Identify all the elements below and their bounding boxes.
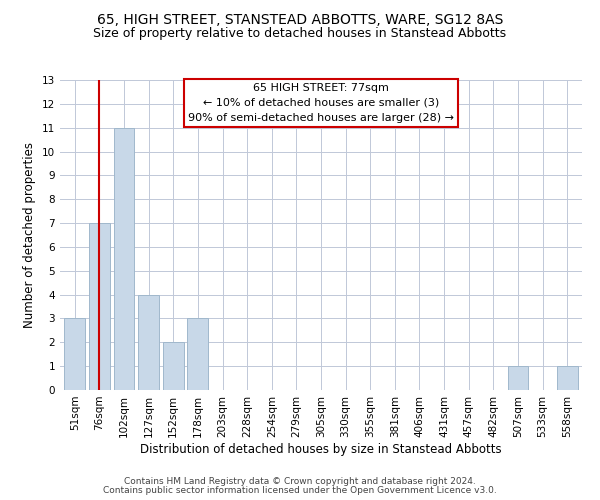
Bar bbox=[187, 318, 208, 390]
Bar bbox=[138, 294, 159, 390]
Bar bbox=[508, 366, 529, 390]
Text: 65, HIGH STREET, STANSTEAD ABBOTTS, WARE, SG12 8AS: 65, HIGH STREET, STANSTEAD ABBOTTS, WARE… bbox=[97, 12, 503, 26]
Bar bbox=[89, 223, 110, 390]
Text: 65 HIGH STREET: 77sqm
← 10% of detached houses are smaller (3)
90% of semi-detac: 65 HIGH STREET: 77sqm ← 10% of detached … bbox=[188, 83, 454, 122]
Bar bbox=[163, 342, 184, 390]
Y-axis label: Number of detached properties: Number of detached properties bbox=[23, 142, 37, 328]
Bar bbox=[557, 366, 578, 390]
Text: Contains public sector information licensed under the Open Government Licence v3: Contains public sector information licen… bbox=[103, 486, 497, 495]
Text: Contains HM Land Registry data © Crown copyright and database right 2024.: Contains HM Land Registry data © Crown c… bbox=[124, 477, 476, 486]
Bar bbox=[64, 318, 85, 390]
X-axis label: Distribution of detached houses by size in Stanstead Abbotts: Distribution of detached houses by size … bbox=[140, 442, 502, 456]
Text: Size of property relative to detached houses in Stanstead Abbotts: Size of property relative to detached ho… bbox=[94, 28, 506, 40]
Bar bbox=[113, 128, 134, 390]
